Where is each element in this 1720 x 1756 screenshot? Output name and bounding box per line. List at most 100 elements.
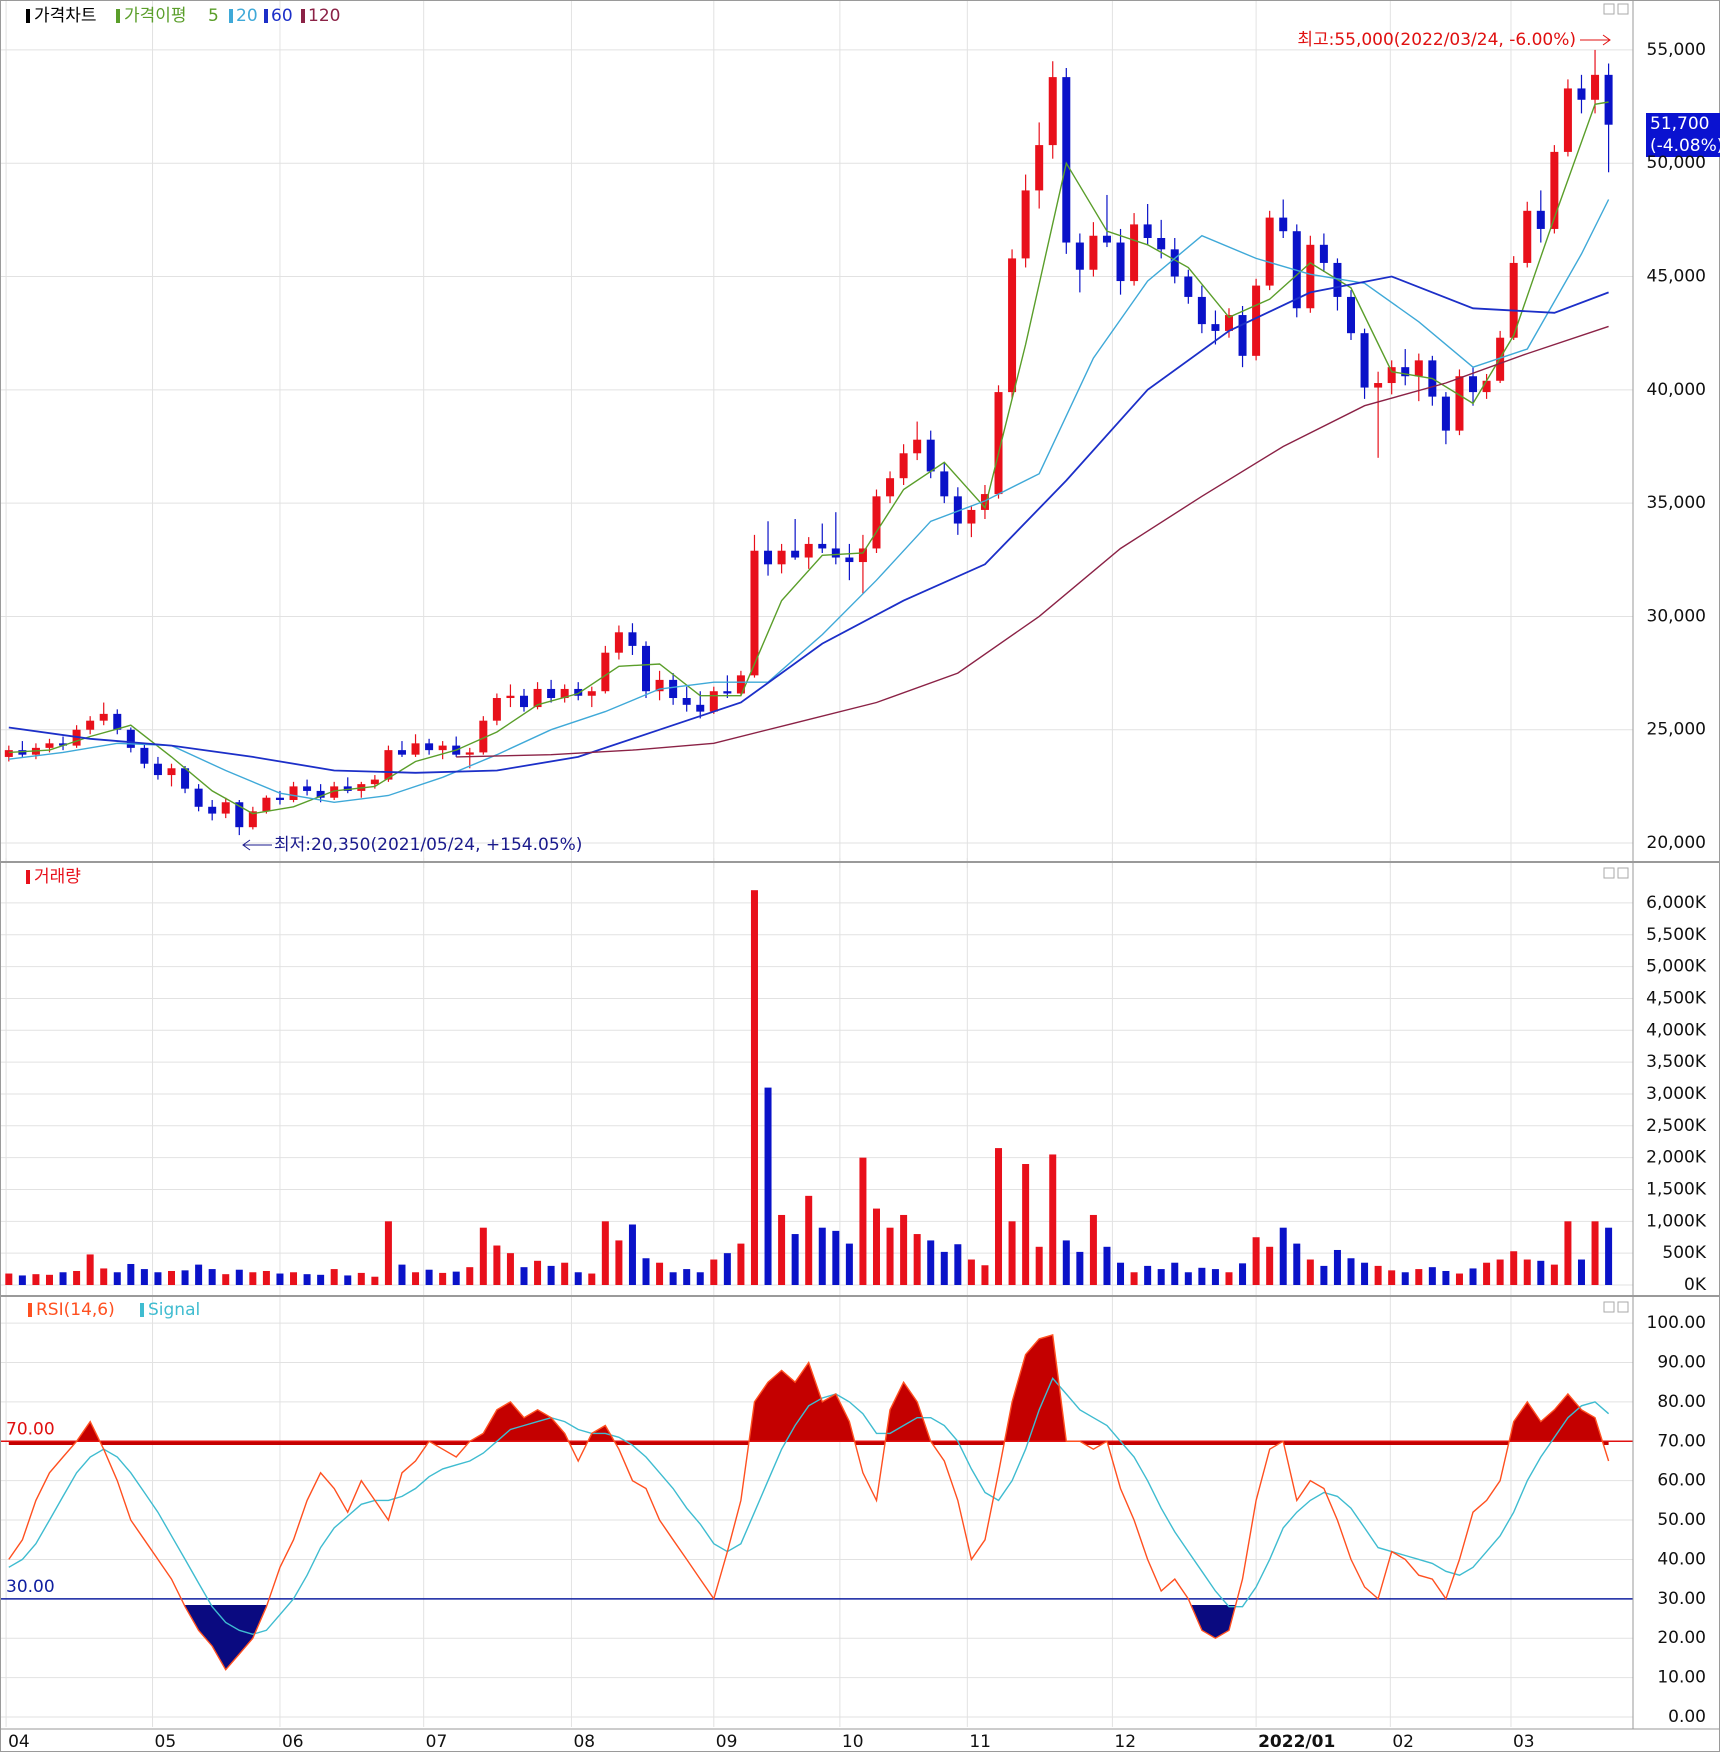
volume-bar (181, 1270, 189, 1285)
volume-bar (276, 1273, 284, 1285)
y-tick-label: 30.00 (1657, 1589, 1706, 1609)
volume-bar (1117, 1262, 1125, 1285)
candle-body (1224, 315, 1233, 331)
minimize-icon[interactable] (1603, 1301, 1615, 1313)
y-tick-label: 50.00 (1657, 1510, 1706, 1530)
y-tick-label: 4,000K (1646, 1020, 1707, 1040)
candle-body (330, 786, 339, 798)
ma-title: 가격이평 (124, 6, 187, 26)
y-tick-label: 70.00 (1657, 1431, 1706, 1451)
candle-body (1563, 88, 1572, 152)
volume-bar (86, 1254, 94, 1285)
volume-bar (574, 1272, 582, 1285)
volume-bar (927, 1240, 935, 1285)
y-tick-label: 6,000K (1646, 893, 1707, 913)
volume-bar (466, 1267, 474, 1285)
minimize-icon[interactable] (1603, 3, 1615, 15)
volume-bar (1089, 1214, 1097, 1285)
candle-body (886, 478, 895, 497)
legend-label: 60 (271, 6, 293, 26)
volume-bar (398, 1264, 406, 1285)
y-tick-label: 35,000 (1647, 493, 1706, 513)
candle-body (1387, 367, 1396, 384)
candle-body (872, 496, 881, 549)
candle-body (547, 688, 556, 699)
rsi-line (8, 1333, 1610, 1671)
close-icon[interactable] (1617, 1301, 1629, 1313)
volume-bar (1049, 1154, 1057, 1285)
volume-bar (750, 890, 758, 1285)
volume-bar (818, 1227, 826, 1285)
candle-body (791, 550, 800, 558)
candle-body (1279, 217, 1288, 232)
x-tick-label: 12 (1114, 1732, 1136, 1752)
volume-bar (615, 1240, 623, 1285)
volume-bar (32, 1274, 40, 1285)
volume-bar (723, 1253, 731, 1285)
volume-bar (140, 1269, 148, 1285)
close-icon[interactable] (1617, 3, 1629, 15)
volume-bar (330, 1269, 338, 1285)
candle-body (275, 797, 284, 800)
volume-bar (357, 1272, 365, 1285)
level-label: 30.00 (6, 1577, 55, 1597)
candle-body (384, 750, 393, 780)
volume-bar (479, 1227, 487, 1285)
candle-body (1523, 210, 1532, 263)
volume-bar (1347, 1258, 1355, 1285)
candle-body (411, 743, 420, 755)
candle-body (980, 494, 989, 510)
candle-body (1550, 151, 1559, 229)
candle-body (1347, 296, 1356, 334)
y-tick-label: 3,000K (1646, 1084, 1707, 1104)
candle-body (126, 729, 135, 748)
volume-bar (208, 1269, 216, 1285)
grid-layer (0, 0, 1633, 1727)
volume-bar (913, 1234, 921, 1285)
volume-bar (1523, 1259, 1531, 1285)
volume-bar (1076, 1251, 1084, 1285)
high-annotation: 최고:55,000(2022/03/24, -6.00%) (1297, 30, 1576, 50)
y-tick-label: 100.00 (1647, 1313, 1706, 1333)
y-tick-label: 4,500K (1646, 988, 1707, 1008)
candle-body (1577, 88, 1586, 100)
legend-marker (26, 9, 30, 23)
candle-body (289, 786, 298, 800)
candle-body (1455, 376, 1464, 431)
x-tick-label: 06 (282, 1732, 304, 1752)
panel-title: 거래량 (34, 867, 81, 887)
volume-bar (154, 1272, 162, 1285)
volume-bar (1564, 1221, 1572, 1285)
volume-bar (1306, 1259, 1314, 1285)
volume-bar (1550, 1264, 1558, 1285)
candle-body (709, 691, 718, 712)
candle-body (533, 688, 542, 708)
x-tick-label: 02 (1392, 1732, 1414, 1752)
volume-bar (534, 1260, 542, 1285)
x-tick-label: 05 (155, 1732, 177, 1752)
volume-bar (1415, 1269, 1423, 1285)
candle-body (1306, 244, 1315, 309)
y-tick-label: 1,500K (1646, 1179, 1707, 1199)
x-tick-label: 07 (426, 1732, 448, 1752)
close-icon[interactable] (1617, 867, 1629, 879)
candle-body (1469, 376, 1478, 393)
candle-body (1102, 235, 1111, 243)
moving-average-line (456, 325, 1609, 758)
volume-bar (425, 1269, 433, 1285)
candle-body (845, 557, 854, 563)
volume-bar (1577, 1259, 1585, 1285)
candle-body (1116, 242, 1125, 282)
legend-label: Signal (148, 1300, 200, 1320)
volume-bar (872, 1208, 880, 1285)
volume-bar (1469, 1268, 1477, 1285)
candle-body (682, 698, 691, 705)
x-tick-label: 11 (969, 1732, 991, 1752)
minimize-icon[interactable] (1603, 867, 1615, 879)
candle-body (601, 652, 610, 692)
volume-bar (1022, 1164, 1030, 1285)
candle-body (262, 797, 271, 812)
candle-body (45, 743, 54, 748)
